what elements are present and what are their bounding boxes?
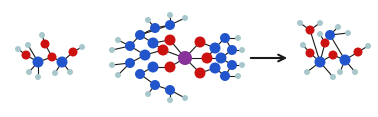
Circle shape	[321, 38, 330, 48]
Circle shape	[314, 57, 325, 68]
Circle shape	[195, 68, 206, 79]
Circle shape	[209, 62, 220, 73]
Circle shape	[353, 48, 363, 57]
Circle shape	[220, 33, 230, 43]
Circle shape	[178, 51, 192, 65]
Circle shape	[365, 43, 371, 49]
Circle shape	[220, 71, 230, 81]
Circle shape	[300, 42, 306, 48]
Circle shape	[165, 85, 175, 95]
Circle shape	[337, 69, 343, 75]
Circle shape	[139, 49, 150, 60]
Circle shape	[239, 47, 245, 53]
Circle shape	[215, 53, 226, 64]
Circle shape	[150, 23, 160, 33]
Circle shape	[305, 49, 314, 57]
Circle shape	[115, 37, 121, 43]
Circle shape	[79, 44, 85, 50]
Circle shape	[52, 70, 58, 76]
Circle shape	[15, 46, 21, 52]
Circle shape	[109, 62, 115, 68]
Circle shape	[150, 80, 160, 90]
Circle shape	[182, 95, 188, 101]
Circle shape	[352, 69, 358, 75]
Circle shape	[125, 41, 135, 51]
Circle shape	[135, 30, 145, 40]
Circle shape	[330, 74, 336, 80]
Circle shape	[67, 69, 73, 75]
Circle shape	[35, 74, 41, 80]
Circle shape	[209, 42, 220, 53]
Circle shape	[182, 15, 188, 21]
Circle shape	[147, 38, 158, 49]
Circle shape	[335, 24, 341, 30]
Circle shape	[328, 51, 338, 60]
Circle shape	[26, 69, 32, 75]
Circle shape	[109, 47, 115, 53]
Circle shape	[115, 72, 121, 78]
Circle shape	[22, 51, 31, 60]
Circle shape	[56, 57, 68, 68]
Circle shape	[167, 12, 173, 18]
Circle shape	[305, 26, 314, 35]
Circle shape	[345, 30, 351, 36]
Circle shape	[201, 53, 212, 64]
Circle shape	[339, 55, 350, 66]
Circle shape	[145, 17, 151, 23]
Circle shape	[33, 57, 43, 68]
Circle shape	[125, 58, 135, 68]
Circle shape	[68, 48, 77, 57]
Circle shape	[297, 20, 303, 26]
Circle shape	[48, 53, 56, 62]
Circle shape	[195, 37, 206, 48]
Circle shape	[40, 40, 50, 49]
Circle shape	[39, 32, 45, 38]
Circle shape	[145, 91, 151, 97]
Circle shape	[239, 62, 245, 68]
Circle shape	[317, 20, 323, 26]
Circle shape	[227, 60, 237, 70]
Circle shape	[227, 45, 237, 55]
Circle shape	[164, 35, 175, 46]
Circle shape	[304, 69, 310, 75]
Circle shape	[164, 62, 175, 73]
Circle shape	[135, 69, 145, 79]
Circle shape	[235, 35, 241, 41]
Circle shape	[147, 62, 158, 73]
Circle shape	[317, 31, 323, 37]
Circle shape	[167, 97, 173, 103]
Circle shape	[158, 44, 169, 55]
Circle shape	[165, 20, 175, 30]
Circle shape	[325, 30, 335, 40]
Circle shape	[235, 73, 241, 79]
Circle shape	[25, 42, 31, 48]
